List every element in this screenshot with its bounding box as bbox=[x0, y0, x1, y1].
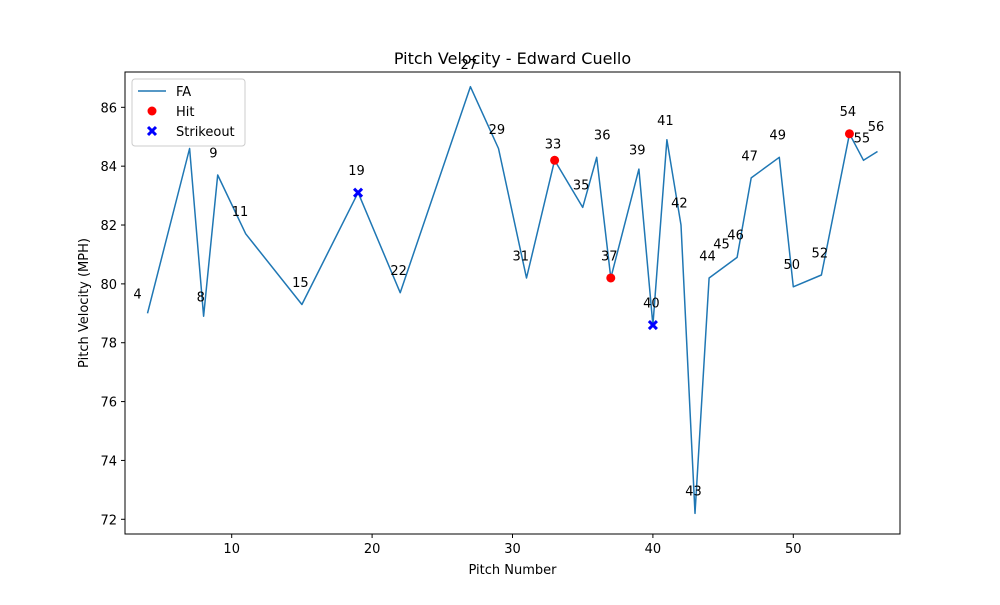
series-layer bbox=[146, 85, 878, 515]
pitch-number-label: 4 bbox=[133, 288, 141, 303]
pitch-number-label: 19 bbox=[348, 164, 365, 179]
pitch-number-label: 46 bbox=[727, 229, 744, 244]
y-tick-label: 74 bbox=[100, 454, 117, 469]
x-tick-label: 10 bbox=[223, 542, 240, 557]
y-tick-label: 72 bbox=[100, 513, 117, 528]
y-tick-label: 84 bbox=[100, 160, 117, 175]
chart-title: Pitch Velocity - Edward Cuello bbox=[394, 49, 631, 68]
pitch-number-label: 56 bbox=[868, 120, 885, 135]
y-tick-label: 78 bbox=[100, 337, 117, 352]
pitch-number-label: 39 bbox=[629, 143, 646, 158]
y-tick-label: 80 bbox=[100, 278, 117, 293]
legend-strikeout-marker bbox=[146, 125, 158, 137]
x-axis-label: Pitch Number bbox=[468, 563, 557, 578]
pitch-number-label: 33 bbox=[545, 138, 562, 153]
x-axis-ticks: 10 20 30 40 50 bbox=[223, 534, 802, 557]
x-tick-label: 40 bbox=[645, 542, 662, 557]
annotation-layer: 4 891115192227293133353637394041424344454… bbox=[133, 58, 884, 500]
pitch-number-label: 37 bbox=[601, 249, 618, 264]
legend: FA Hit Strikeout bbox=[131, 78, 246, 147]
pitch-number-label: 29 bbox=[489, 123, 506, 138]
pitch-number-label: 44 bbox=[699, 249, 716, 264]
pitch-number-label: 22 bbox=[390, 264, 407, 279]
pitch-number-label: 50 bbox=[783, 258, 800, 273]
hit-point bbox=[550, 155, 560, 165]
pitch-number-label: 11 bbox=[232, 205, 249, 220]
pitch-number-label: 27 bbox=[461, 58, 478, 73]
pitch-number-label: 54 bbox=[840, 105, 857, 120]
pitch-number-label: 52 bbox=[812, 246, 829, 261]
legend-hit-label: Hit bbox=[176, 105, 194, 120]
hit-point bbox=[844, 129, 854, 139]
strikeout-point bbox=[647, 320, 658, 331]
legend-hit-marker bbox=[147, 106, 157, 116]
y-tick-label: 82 bbox=[100, 219, 117, 234]
pitch-number-label: 42 bbox=[671, 196, 688, 211]
y-axis-label: Pitch Velocity (MPH) bbox=[77, 238, 92, 368]
pitch-number-label: 36 bbox=[594, 129, 611, 144]
pitch-number-label: 43 bbox=[685, 485, 702, 500]
hit-point bbox=[606, 273, 616, 283]
pitch-number-label: 15 bbox=[292, 276, 309, 291]
pitch-number-label: 40 bbox=[643, 296, 660, 311]
legend-strikeout-label: Strikeout bbox=[176, 125, 235, 140]
pitch-number-label: 31 bbox=[513, 249, 530, 264]
pitch-number-label: 9 bbox=[209, 146, 217, 161]
pitch-number-label: 35 bbox=[573, 179, 590, 194]
pitch-number-label: 45 bbox=[713, 238, 730, 253]
x-tick-label: 30 bbox=[504, 542, 521, 557]
strikeout-point bbox=[353, 187, 364, 198]
y-tick-label: 76 bbox=[100, 396, 117, 411]
x-tick-label: 20 bbox=[364, 542, 381, 557]
y-axis-ticks: 72 74 76 78 80 82 84 86 bbox=[100, 101, 125, 528]
plot-area bbox=[125, 72, 900, 534]
y-tick-label: 86 bbox=[100, 101, 117, 116]
legend-box bbox=[131, 78, 246, 147]
pitch-number-label: 49 bbox=[769, 129, 786, 144]
pitch-number-label: 41 bbox=[657, 114, 674, 129]
pitch-number-label: 8 bbox=[197, 291, 205, 306]
legend-fa-label: FA bbox=[176, 85, 191, 100]
x-tick-label: 50 bbox=[785, 542, 802, 557]
pitch-number-label: 55 bbox=[854, 132, 871, 147]
pitch-number-label: 47 bbox=[741, 149, 758, 164]
